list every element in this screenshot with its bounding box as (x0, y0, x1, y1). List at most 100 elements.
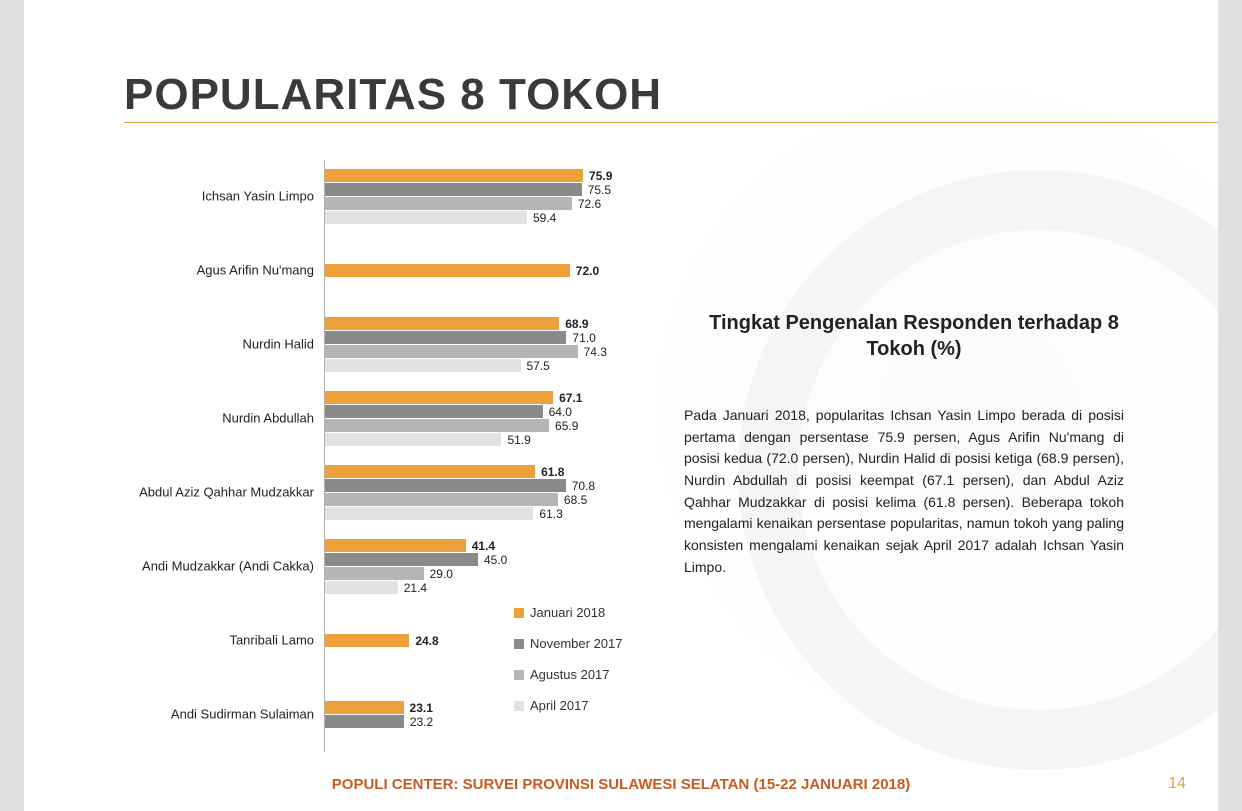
bar-stack: 41.445.0 29.021.4 (325, 539, 665, 595)
bar-value-label: 74.3 (584, 345, 607, 359)
bar-value-label: 61.8 (541, 465, 564, 479)
bar-row: 41.4 (325, 539, 665, 552)
bar (325, 419, 549, 432)
bar-row: 57.5 (325, 359, 665, 372)
legend-swatch (514, 639, 524, 649)
category-label: Tanribali Lamo (124, 634, 314, 649)
chart-group: Nurdin Halid 68.971.074.3 57.5 (124, 308, 664, 382)
bar-value-label: 41.4 (472, 539, 495, 553)
bar-stack: 72.0 (325, 264, 665, 278)
bar-value-label: 72.6 (578, 197, 601, 211)
bar (325, 264, 570, 277)
bar-stack: 67.164.065.951.9 (325, 391, 665, 447)
bar (325, 553, 478, 566)
chart-subtitle: Tingkat Pengenalan Responden terhadap 8 … (704, 310, 1124, 362)
chart-group: Abdul Aziz Qahhar Mudzakkar 61.8 70.868.56… (124, 456, 664, 530)
body-paragraph: Pada Januari 2018, popularitas Ichsan Ya… (684, 405, 1124, 579)
bar-value-label: 24.8 (415, 634, 438, 648)
chart-group: Nurdin Abdullah 67.164.065.951.9 (124, 382, 664, 456)
bar-row: 70.8 (325, 479, 665, 492)
bar-row: 72.6 (325, 197, 665, 210)
legend-item: November 2017 (514, 636, 623, 651)
legend-label: November 2017 (530, 636, 623, 651)
bar (325, 567, 424, 580)
category-label: Nurdin Abdullah (124, 412, 314, 427)
bar-row: 68.9 (325, 317, 665, 330)
bar-value-label: 67.1 (559, 391, 582, 405)
legend-swatch (514, 701, 524, 711)
bar (325, 405, 543, 418)
bar-value-label: 21.4 (404, 581, 427, 595)
bar-row: 29.0 (325, 567, 665, 580)
bar-row: 61.3 (325, 507, 665, 520)
category-label: Nurdin Halid (124, 338, 314, 353)
bar-value-label: 75.9 (589, 169, 612, 183)
bar-value-label: 65.9 (555, 419, 578, 433)
slide: POPULARITAS 8 TOKOH Ichsan Yasin Limpo75… (24, 0, 1218, 811)
chart-group: Agus Arifin Nu'mang 72.0 (124, 234, 664, 308)
bar-value-label: 29.0 (430, 567, 453, 581)
bar-stack: 61.8 70.868.561.3 (325, 465, 665, 521)
legend-label: Agustus 2017 (530, 667, 610, 682)
bar-row: 61.8 (325, 465, 665, 478)
bar (325, 433, 501, 446)
bar (325, 701, 404, 714)
bar-value-label: 68.5 (564, 493, 587, 507)
bar-row: 65.9 (325, 419, 665, 432)
bar-row: 21.4 (325, 581, 665, 594)
bar (325, 391, 553, 404)
bar-row: 75.5 (325, 183, 665, 196)
page-number: 14 (1168, 775, 1186, 793)
bar (325, 634, 409, 647)
bar-value-label: 59.4 (533, 211, 556, 225)
bar (325, 465, 535, 478)
bar (325, 493, 558, 506)
category-label: Agus Arifin Nu'mang (124, 264, 314, 279)
bar-value-label: 68.9 (565, 317, 588, 331)
bar-value-label: 75.5 (588, 183, 611, 197)
bar-row: 51.9 (325, 433, 665, 446)
legend-label: Januari 2018 (530, 605, 605, 620)
bar-value-label: 23.2 (410, 715, 433, 729)
bar-value-label: 61.3 (539, 507, 562, 521)
bar-value-label: 57.5 (527, 359, 550, 373)
bar-value-label: 71.0 (572, 331, 595, 345)
legend-item: Agustus 2017 (514, 667, 623, 682)
bar-row: 71.0 (325, 331, 665, 344)
chart-legend: Januari 2018 November 2017 Agustus 2017 Apr… (514, 605, 623, 729)
bar-value-label: 64.0 (549, 405, 572, 419)
bar-row: 72.0 (325, 264, 665, 277)
legend-swatch (514, 670, 524, 680)
bar (325, 581, 398, 594)
title-underline (124, 122, 1218, 123)
bar-row: 75.9 (325, 169, 665, 182)
bar-row: 67.1 (325, 391, 665, 404)
bar-row: 64.0 (325, 405, 665, 418)
category-label: Abdul Aziz Qahhar Mudzakkar (124, 486, 314, 501)
category-label: Andi Sudirman Sulaiman (124, 708, 314, 723)
bar (325, 345, 578, 358)
bar-stack: 68.971.074.3 57.5 (325, 317, 665, 373)
bar (325, 331, 566, 344)
category-label: Andi Mudzakkar (Andi Cakka) (124, 560, 314, 575)
bar (325, 479, 566, 492)
bar (325, 359, 521, 372)
chart-group: Andi Mudzakkar (Andi Cakka) 41.445.0 29.02… (124, 530, 664, 604)
bar-row: 68.5 (325, 493, 665, 506)
legend-swatch (514, 608, 524, 618)
bar (325, 715, 404, 728)
bar-row: 45.0 (325, 553, 665, 566)
legend-item: April 2017 (514, 698, 623, 713)
bar (325, 169, 583, 182)
bar (325, 211, 527, 224)
bar-stack: 75.975.572.6 59.4 (325, 169, 665, 225)
bar-value-label: 23.1 (410, 701, 433, 715)
bar-value-label: 45.0 (484, 553, 507, 567)
bar-value-label: 70.8 (572, 479, 595, 493)
bar (325, 539, 466, 552)
bar-row: 59.4 (325, 211, 665, 224)
bar-row: 74.3 (325, 345, 665, 358)
bar (325, 197, 572, 210)
bar (325, 183, 582, 196)
bar (325, 317, 559, 330)
